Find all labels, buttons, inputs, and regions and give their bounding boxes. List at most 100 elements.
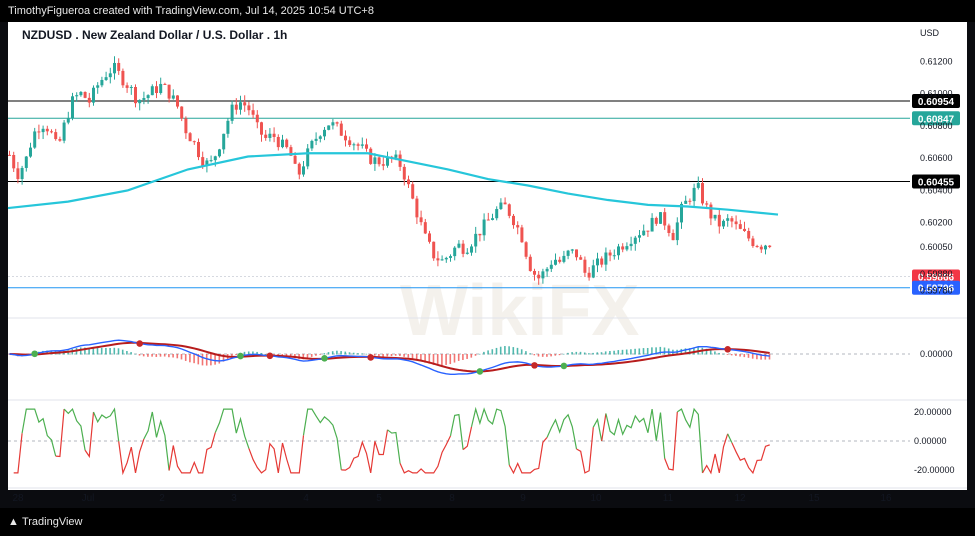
macd-signal-line	[9, 341, 770, 373]
candle-body	[171, 95, 175, 99]
candle-body	[192, 141, 196, 143]
candle-body	[692, 187, 696, 202]
price-level-label: 0.59796	[918, 284, 955, 295]
candle-body	[234, 104, 238, 110]
candle-body	[436, 258, 440, 261]
macd-histogram-bar	[483, 351, 485, 355]
macd-histogram-bar	[579, 351, 582, 355]
x-tick-label: 4	[303, 493, 309, 504]
price-level-label: 0.60954	[918, 97, 955, 108]
macd-histogram-bar	[134, 353, 137, 355]
candle-body	[134, 86, 137, 104]
candle-body	[722, 220, 725, 227]
macd-histogram-bar	[709, 350, 712, 355]
candle-body	[575, 249, 578, 258]
macd-histogram-bar	[474, 354, 477, 356]
candle-body	[239, 102, 242, 110]
macd-histogram-bar	[222, 354, 225, 362]
macd-histogram-bar	[478, 353, 481, 355]
candle-body	[461, 243, 465, 254]
macd-histogram-bar	[604, 351, 607, 355]
candle-body	[58, 139, 62, 141]
candle-body	[226, 120, 230, 134]
macd-histogram-bar	[630, 349, 632, 355]
macd-histogram-bar	[684, 348, 687, 355]
macd-cross-marker	[31, 350, 38, 358]
osc-line-segment	[84, 411, 95, 459]
candle-body	[423, 222, 427, 234]
macd-histogram-bar	[214, 354, 216, 365]
candle-body	[369, 148, 373, 164]
macd-histogram-bar	[126, 351, 128, 355]
osc-line-segment	[63, 407, 86, 451]
candle-body	[730, 218, 734, 222]
macd-histogram-bar	[436, 354, 439, 366]
macd-histogram-bar	[394, 354, 397, 356]
candle-body	[675, 222, 679, 241]
price-level-badge	[912, 94, 960, 109]
candle-body	[243, 102, 247, 106]
osc-line-segment	[664, 411, 678, 471]
osc-line-segment	[731, 442, 770, 475]
macd-cross-marker	[237, 352, 244, 360]
candle-body	[701, 183, 704, 204]
candle-body	[209, 160, 213, 162]
osc-line-segment	[592, 417, 603, 442]
chart-panel[interactable]	[8, 22, 910, 490]
macd-cross-marker	[476, 368, 484, 375]
candle-body	[327, 125, 331, 130]
macd-histogram-bar	[634, 348, 636, 355]
osc-line-segment	[605, 408, 666, 459]
candle-body	[470, 246, 473, 253]
candle-body	[302, 166, 305, 175]
candle-body	[537, 274, 541, 279]
macd-histogram-bar	[529, 353, 531, 355]
y-tick-label: 0.59780	[920, 285, 953, 295]
candle-body	[45, 128, 49, 132]
candle-body	[159, 83, 163, 94]
candle-body	[566, 250, 570, 256]
macd-histogram-bar	[726, 354, 729, 355]
macd-histogram-bar	[193, 354, 195, 364]
candle-body	[276, 136, 280, 148]
macd-histogram-bar	[718, 352, 720, 355]
macd-histogram-bar	[105, 347, 107, 355]
price-level-label: 0.59866	[918, 272, 955, 283]
candle-body	[71, 96, 74, 119]
candle-body	[663, 212, 667, 226]
candle-body	[759, 246, 763, 250]
macd-histogram-bar	[445, 354, 447, 365]
candle-body	[646, 230, 650, 232]
candle-body	[579, 257, 583, 260]
osc-line-segment	[601, 413, 607, 442]
candle-body	[394, 154, 398, 158]
candle-body	[356, 144, 360, 146]
macd-histogram-bar	[365, 353, 368, 355]
candle-body	[465, 252, 469, 254]
macd-histogram-bar	[201, 354, 204, 366]
tradingview-logo[interactable]: ▲ TradingView	[8, 516, 83, 528]
candle-body	[247, 105, 251, 111]
candle-body	[751, 238, 755, 246]
macd-histogram-bar	[441, 354, 443, 366]
macd-histogram-bar	[688, 348, 691, 355]
candle-body	[717, 214, 721, 227]
price-level-badge	[912, 280, 960, 295]
candle-body	[612, 255, 616, 257]
macd-histogram-bar	[147, 354, 149, 357]
macd-histogram-bar	[306, 354, 309, 359]
candle-body	[197, 141, 200, 158]
candle-body	[12, 154, 16, 169]
candle-body	[503, 202, 507, 205]
macd-histogram-bar	[113, 347, 116, 355]
osc-line-segment	[55, 409, 65, 458]
candle-body	[545, 268, 549, 272]
attribution-bar: TimothyFigueroa created with TradingView…	[0, 0, 975, 22]
macd-histogram-bar	[764, 354, 767, 360]
macd-histogram-bar	[457, 354, 460, 361]
osc-line-segment	[168, 432, 216, 474]
candle-body	[667, 225, 671, 233]
candle-body	[251, 110, 255, 115]
